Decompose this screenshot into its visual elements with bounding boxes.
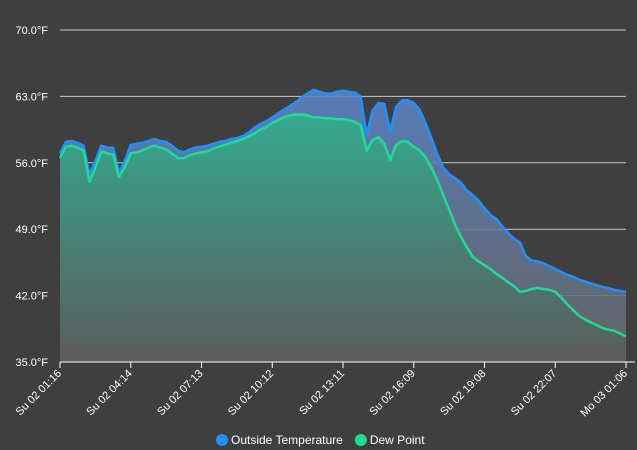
x-tick-label: Su 02 13:11 [297,368,347,418]
legend-label: Outside Temperature [231,433,343,447]
y-tick-label: 56.0°F [15,158,48,170]
legend-label: Dew Point [370,433,425,447]
x-tick-label: Su 02 16:09 [367,368,417,418]
y-tick-label: 42.0°F [15,291,48,303]
legend: Outside Temperature Dew Point [216,433,425,447]
y-tick-label: 35.0°F [15,357,48,369]
x-tick-label: Su 02 07:13 [155,368,205,418]
dew-point-area [60,114,626,363]
y-tick-label: 63.0°F [15,91,48,103]
x-tick-label: Su 02 04:14 [84,368,134,418]
legend-item[interactable]: Dew Point [354,433,425,447]
legend-marker [354,434,367,446]
outside-temperature-line[interactable] [58,88,627,294]
y-axis: 70.0°F 63.0°F 56.0°F 49.0°F 42.0°F 35.0°F [15,25,48,369]
x-tick-label: Su 02 10:12 [226,368,276,418]
x-tick-label: Su 02 01:16 [14,368,64,418]
x-tick-label: Su 02 19:08 [438,368,488,418]
y-tick-label: 49.0°F [15,224,48,236]
dew-point-line[interactable] [58,113,627,338]
x-tick-label: Mo 03 01:06 [578,368,630,420]
legend-marker [216,434,228,446]
legend-item[interactable]: Outside Temperature [216,433,343,447]
y-tick-label: 70.0°F [15,25,48,37]
x-tick-label: Su 02 22:07 [509,368,559,418]
x-axis: Su 02 01:16 Su 02 04:14 Su 02 07:13 Su 02 1… [14,362,630,419]
